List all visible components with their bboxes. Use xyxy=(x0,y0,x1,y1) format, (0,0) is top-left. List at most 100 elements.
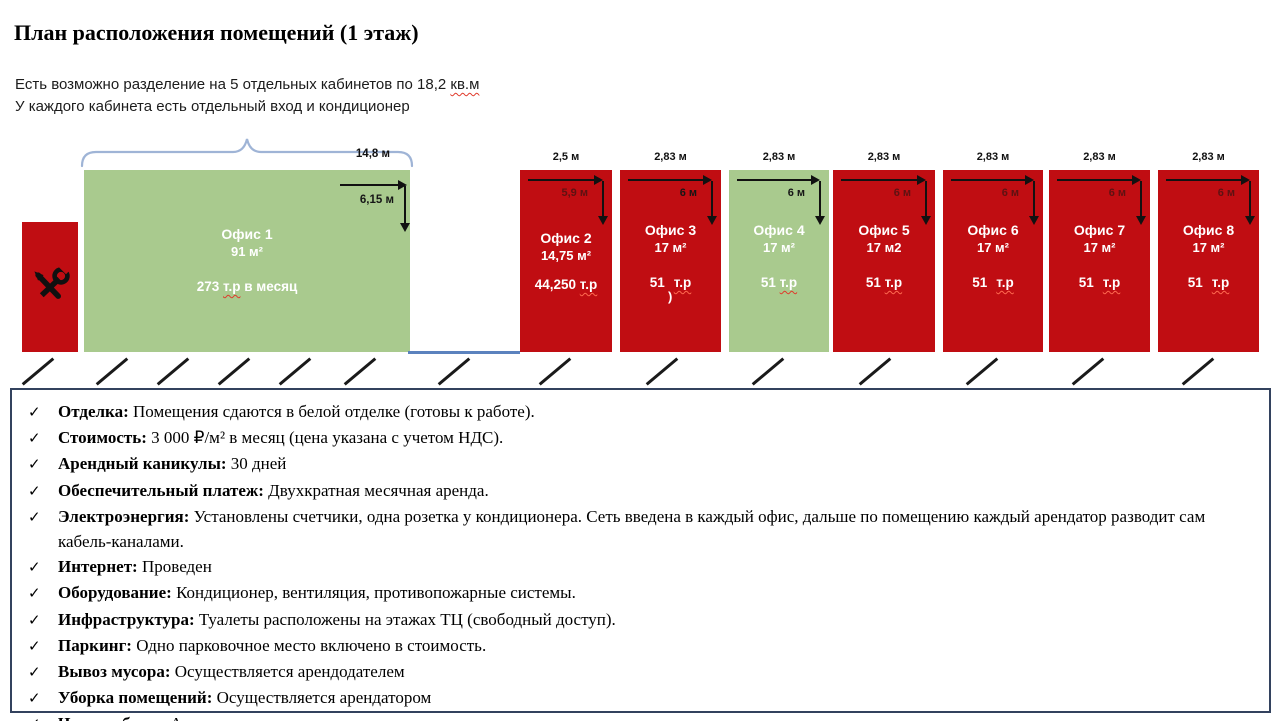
feature-label: Часы работы: xyxy=(58,714,166,721)
price-unit: т.р xyxy=(779,275,798,290)
check-icon: ✓ xyxy=(28,507,41,526)
office-1-name: Офис 1 xyxy=(221,226,273,242)
feature-text: 3 000 ₽/м² в месяц (цена указана с учето… xyxy=(151,428,504,448)
service-room-block xyxy=(22,222,78,352)
check-icon: ✓ xyxy=(28,584,41,603)
check-icon: ✓ xyxy=(28,689,41,708)
width-arrow xyxy=(340,180,407,190)
office-1-width-label: 14,8 м xyxy=(355,148,390,160)
price-unit: т.р xyxy=(1211,275,1230,290)
features-panel: циан ✓Отделка: Помещения сдаются в белой… xyxy=(10,388,1271,721)
feature-text: Одно парковочное место включено в стоимо… xyxy=(136,635,487,655)
office-6-price: 51 т.р xyxy=(943,275,1043,290)
feature-label: Уборка помещений: xyxy=(58,688,213,708)
features-list: ✓ Отделка: Помещения сдаются в белой отде… xyxy=(28,399,1251,721)
feature-item: ✓ Паркинг: Одно парковочное место включен… xyxy=(28,633,1251,659)
office-7-block: 2,83 м 6 м Офис 7 17 м² 51 т.р xyxy=(1049,151,1150,352)
height-arrow xyxy=(1029,181,1039,225)
office-6-name: Офис 6 xyxy=(967,222,1019,238)
subtitle-line-1: Есть возможно разделение на 5 отдельных … xyxy=(15,74,479,96)
feature-text: Двухкратная месячная аренда. xyxy=(268,480,489,500)
office-5-width-label: 2,83 м xyxy=(867,151,901,163)
entrance-slash xyxy=(95,357,129,386)
office-7-name: Офис 7 xyxy=(1073,222,1126,238)
entrance-slash xyxy=(156,357,190,386)
feature-item: ✓ Уборка помещений: Осуществляется аренда… xyxy=(28,685,1251,711)
feature-item: ✓ Интернет: Проведен xyxy=(28,554,1251,580)
feature-item: ✓ Арендный каникулы: 30 дней xyxy=(28,451,1251,477)
height-arrow xyxy=(1136,181,1146,225)
office-2-name: Офис 2 xyxy=(540,230,592,246)
feature-label: Отделка: xyxy=(58,402,129,421)
entrance-slash xyxy=(437,357,471,386)
height-arrow xyxy=(400,186,410,232)
entrance-slash xyxy=(645,357,679,386)
entrance-slash xyxy=(278,357,312,386)
price-suffix: в месяц xyxy=(240,279,298,294)
feature-label: Стоимость: xyxy=(58,428,147,448)
office-7-price: 51 т.р xyxy=(1049,275,1150,290)
office-2-price: 44,250 т.р xyxy=(520,277,612,292)
price-unit: т.р xyxy=(673,275,692,290)
width-arrow xyxy=(1166,175,1250,185)
office-1-height-label: 6,15 м xyxy=(359,194,394,206)
feature-text: Установлены счетчики, одна розетка у кон… xyxy=(58,506,1206,552)
office-2-area: 14,75 м² xyxy=(540,248,592,263)
feature-item: ✓ Оборудование: Кондиционер, вентиляция, … xyxy=(28,580,1251,606)
check-icon: ✓ xyxy=(28,636,41,655)
office-5-price: 51 т.р xyxy=(833,275,935,290)
feature-text: Осуществляется арендодателем xyxy=(174,662,405,682)
height-arrow xyxy=(598,181,608,225)
corridor-line xyxy=(408,351,520,354)
office-3-area: 17 м² xyxy=(654,240,687,255)
feature-item: ✓ Отделка: Помещения сдаются в белой отде… xyxy=(28,399,1251,425)
feature-item: ✓ Электроэнергия: Установлены счетчики, о… xyxy=(28,504,1251,554)
price-value: 51 xyxy=(865,275,885,290)
office-8-height-label: 6 м xyxy=(1217,187,1235,199)
office-5-name: Офис 5 xyxy=(858,222,910,238)
office-3-block: 2,83 м 6 м Офис 3 17 м² 51 т.р ) xyxy=(620,151,721,352)
entrance-slash xyxy=(217,357,251,386)
width-arrow xyxy=(1057,175,1141,185)
entrance-slash xyxy=(858,357,892,386)
feature-label: Вывоз мусора: xyxy=(58,662,171,682)
height-arrow xyxy=(921,181,931,225)
feature-text: Арендатор устанавливает самостоятельно xyxy=(170,714,474,721)
check-icon: ✓ xyxy=(28,481,41,500)
height-arrow xyxy=(815,181,825,225)
feature-text: Туалеты расположены на этажах ТЦ (свобод… xyxy=(198,609,616,629)
price-unit: т.р xyxy=(996,275,1014,290)
entrance-slash xyxy=(965,357,999,386)
office-6-width-label: 2,83 м xyxy=(976,151,1010,163)
price-unit: т.р xyxy=(884,275,903,290)
check-icon: ✓ xyxy=(28,663,41,682)
office-8-name: Офис 8 xyxy=(1182,222,1235,238)
office-2-block: 2,5 м 5,9 м Офис 2 14,75 м² 44,250 т.р xyxy=(520,151,612,352)
office-2-width-label: 2,5 м xyxy=(552,151,580,163)
office-3-price: 51 т.р xyxy=(620,275,721,290)
subtitle: Есть возможно разделение на 5 отдельных … xyxy=(15,74,479,118)
price-unit: т.р xyxy=(1102,275,1121,290)
office-8-price: 51 т.р xyxy=(1158,275,1259,290)
feature-label: Арендный каникулы: xyxy=(58,454,227,474)
check-icon: ✓ xyxy=(28,455,41,474)
subtitle-line-1-wavy: кв.м xyxy=(450,76,480,93)
price-value: 51 xyxy=(1187,275,1203,290)
price-value: 44,250 xyxy=(534,277,580,292)
check-icon: ✓ xyxy=(28,429,41,448)
check-icon: ✓ xyxy=(28,711,58,721)
width-arrow xyxy=(737,175,820,185)
office-8-area: 17 м² xyxy=(1192,240,1225,255)
office-1-block: 14,8 м 6,15 м Офис 1 91 м² 273 т.р в мес… xyxy=(84,148,410,352)
feature-item: ✓ Инфраструктура: Туалеты расположены на … xyxy=(28,607,1251,633)
feature-item: ✓ Обеспечительный платеж: Двухкратная мес… xyxy=(28,478,1251,504)
width-arrow xyxy=(628,175,712,185)
feature-label: Оборудование: xyxy=(58,583,172,603)
check-icon: ✓ xyxy=(28,558,41,577)
price-unit: т.р xyxy=(579,277,598,292)
office-6-block: 2,83 м 6 м Офис 6 17 м² 51 т.р xyxy=(943,151,1043,352)
entrance-slash xyxy=(21,357,55,386)
feature-label: Инфраструктура: xyxy=(58,609,195,629)
entrance-slash xyxy=(1181,357,1215,386)
office-1-price: 273 т.р в месяц xyxy=(84,279,410,294)
